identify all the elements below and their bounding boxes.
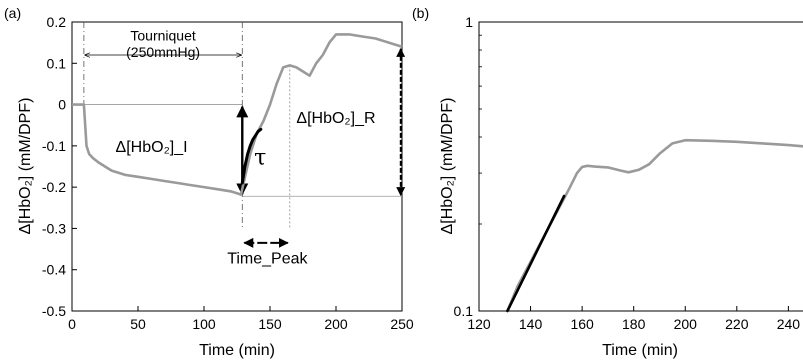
panel-a: (a) -0.5 -0.4 -0.3 -0.2 -0.1 0 0.1 0.2 0 50 100 15…: [4, 5, 414, 359]
time-peak-label: Time_Peak: [227, 251, 308, 268]
y-tick-label: 0: [58, 97, 66, 113]
y-tick-label: -0.4: [42, 262, 66, 278]
panel-b-series: [506, 138, 803, 313]
y-tick-label: -0.1: [42, 138, 66, 154]
y-tick-label: 1: [465, 14, 473, 30]
panel-a-x-axis-title: Time (min): [199, 342, 275, 359]
y-tick-label: 0.2: [47, 14, 67, 30]
y-tick-label: 0.1: [454, 303, 474, 319]
panel-a-series: [72, 33, 403, 196]
tourniquet-pressure-label: (250mmHg): [126, 44, 200, 60]
recovery-fit-line: [240, 127, 263, 185]
panel-b-y-axis: 0.11: [454, 14, 485, 319]
x-tick-label: 250: [390, 316, 414, 332]
y-tick-label: -0.5: [42, 303, 66, 319]
x-tick-label: 200: [674, 316, 698, 332]
panel-a-annotations: Tourniquet (250mmHg) Δ[HbO₂]_I Δ[HbO₂]_R…: [116, 28, 376, 268]
x-tick-label: 200: [324, 316, 348, 332]
x-tick-label: 100: [192, 316, 216, 332]
delta-hbo2-r-label: Δ[HbO₂]_R: [296, 110, 375, 127]
x-tick-label: 180: [622, 316, 646, 332]
y-tick-label: -0.3: [42, 220, 66, 236]
x-tick-label: 0: [68, 316, 76, 332]
panel-b: (b) 0.11 120 140 160 180 200 220 240 Time (min…: [412, 5, 803, 359]
hbo2-log-series-line: [506, 138, 803, 312]
panel-b-x-axis-title: Time (min): [602, 342, 678, 359]
panel-a-reference-lines: [72, 22, 406, 248]
y-tick-label: -0.2: [42, 179, 66, 195]
x-tick-label: 120: [467, 316, 491, 332]
tau-label: τ: [254, 145, 266, 170]
y-tick-label: 0.1: [47, 55, 67, 71]
panel-b-label: (b): [412, 5, 429, 21]
x-tick-label: 140: [519, 316, 543, 332]
panel-b-x-axis: 120 140 160 180 200 220 240: [467, 306, 800, 332]
x-tick-label: 220: [725, 316, 749, 332]
log-fit-line: [506, 194, 566, 313]
x-tick-label: 240: [777, 316, 801, 332]
panel-b-y-axis-title: Δ[HbO₂] (mM/DPF): [439, 98, 456, 235]
x-tick-label: 50: [130, 316, 146, 332]
delta-hbo2-i-label: Δ[HbO₂]_I: [116, 139, 188, 156]
tourniquet-label: Tourniquet: [130, 28, 195, 44]
panel-a-label: (a): [4, 5, 21, 21]
panel-a-plot-frame: [71, 21, 403, 312]
panel-a-y-axis-title: Δ[HbO₂] (mM/DPF): [17, 98, 34, 235]
panel-b-plot-frame: [478, 21, 803, 312]
panel-a-y-axis: -0.5 -0.4 -0.3 -0.2 -0.1 0 0.1 0.2: [42, 14, 77, 319]
x-tick-label: 160: [570, 316, 594, 332]
x-tick-label: 150: [258, 316, 282, 332]
panel-a-x-axis: 0 50 100 150 200 250: [68, 306, 414, 332]
hbo2-series-line: [72, 33, 403, 196]
